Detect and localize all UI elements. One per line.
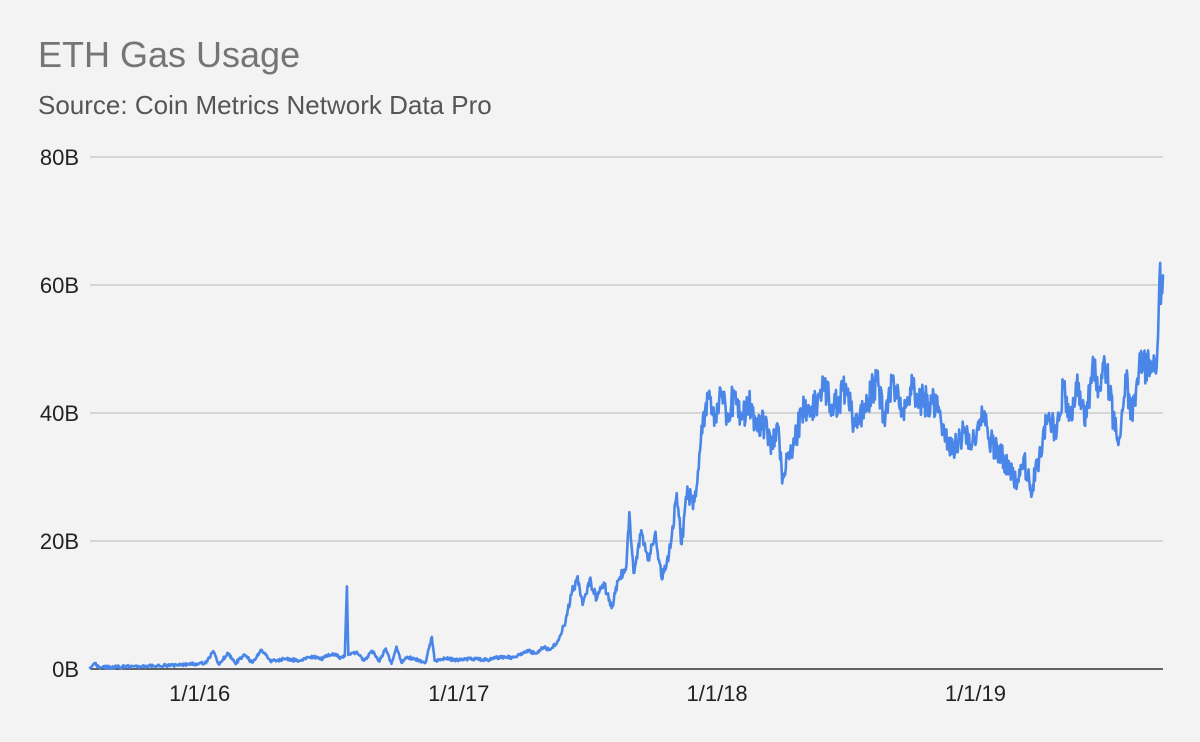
x-axis: 1/1/16 1/1/17 1/1/18 1/1/19 <box>169 681 1006 706</box>
x-tick-label-3: 1/1/19 <box>945 681 1006 706</box>
y-tick-label-1: 20B <box>40 529 79 554</box>
y-tick-label-0: 0B <box>52 657 79 682</box>
x-tick-label-1: 1/1/17 <box>428 681 489 706</box>
gridlines <box>90 156 1163 670</box>
chart-subtitle: Source: Coin Metrics Network Data Pro <box>38 90 492 120</box>
chart-title: ETH Gas Usage <box>38 34 301 75</box>
x-tick-label-2: 1/1/18 <box>687 681 748 706</box>
series-layer <box>88 261 1165 670</box>
y-tick-label-2: 40B <box>40 401 79 426</box>
y-tick-label-4: 80B <box>40 145 79 170</box>
series-line-0 <box>88 261 1165 670</box>
x-tick-label-0: 1/1/16 <box>169 681 230 706</box>
y-tick-label-3: 60B <box>40 273 79 298</box>
y-axis: 0B 20B 40B 60B 80B <box>40 145 79 682</box>
